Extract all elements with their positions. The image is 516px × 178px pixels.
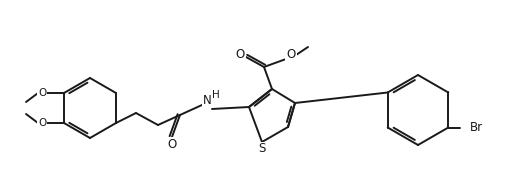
- Text: O: O: [235, 48, 245, 62]
- Text: O: O: [167, 137, 176, 151]
- Text: O: O: [286, 48, 296, 62]
- Text: Br: Br: [470, 121, 483, 134]
- Text: O: O: [38, 118, 46, 128]
- Text: H: H: [212, 90, 220, 100]
- Text: O: O: [38, 88, 46, 98]
- Text: S: S: [259, 143, 266, 156]
- Text: N: N: [203, 95, 212, 108]
